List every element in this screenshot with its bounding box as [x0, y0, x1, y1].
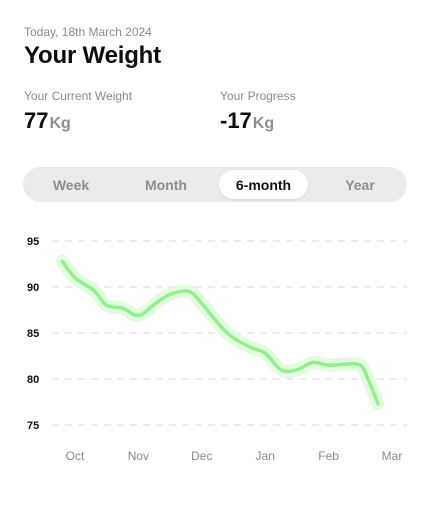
tab-week[interactable]: Week [27, 170, 115, 199]
chart-x-axis: Oct Nov Dec Jan Feb Mar [66, 449, 403, 463]
y-tick-label: 95 [27, 236, 39, 248]
x-tick-label: Oct [66, 449, 85, 463]
weight-chart: 95 90 85 80 75 Oct Nov Dec Jan Feb Mar [0, 222, 430, 472]
chart-y-axis: 95 90 85 80 75 [27, 236, 39, 432]
range-selector: Week Month 6-month Year [23, 167, 407, 202]
y-tick-label: 90 [27, 282, 39, 294]
date-label: Today, 18th March 2024 [24, 25, 152, 39]
progress-stat: Your Progress -17Kg [220, 89, 296, 134]
page-title: Your Weight [24, 42, 161, 70]
progress-value: -17Kg [220, 108, 296, 134]
progress-label: Your Progress [220, 89, 296, 103]
current-weight-unit: Kg [49, 115, 70, 132]
current-weight-number: 77 [24, 108, 48, 133]
x-tick-label: Feb [318, 449, 339, 463]
tab-6-month[interactable]: 6-month [219, 170, 308, 199]
current-weight-stat: Your Current Weight 77Kg [24, 89, 132, 134]
tab-month[interactable]: Month [123, 170, 209, 199]
x-tick-label: Jan [256, 449, 275, 463]
y-tick-label: 75 [27, 420, 39, 432]
x-tick-label: Nov [128, 449, 149, 463]
current-weight-value: 77Kg [24, 108, 132, 134]
tab-year[interactable]: Year [317, 170, 403, 199]
progress-unit: Kg [253, 115, 274, 132]
x-tick-label: Dec [191, 449, 212, 463]
y-tick-label: 80 [27, 374, 39, 386]
y-tick-label: 85 [27, 328, 39, 340]
progress-number: -17 [220, 108, 252, 133]
x-tick-label: Mar [382, 449, 403, 463]
current-weight-label: Your Current Weight [24, 89, 132, 103]
